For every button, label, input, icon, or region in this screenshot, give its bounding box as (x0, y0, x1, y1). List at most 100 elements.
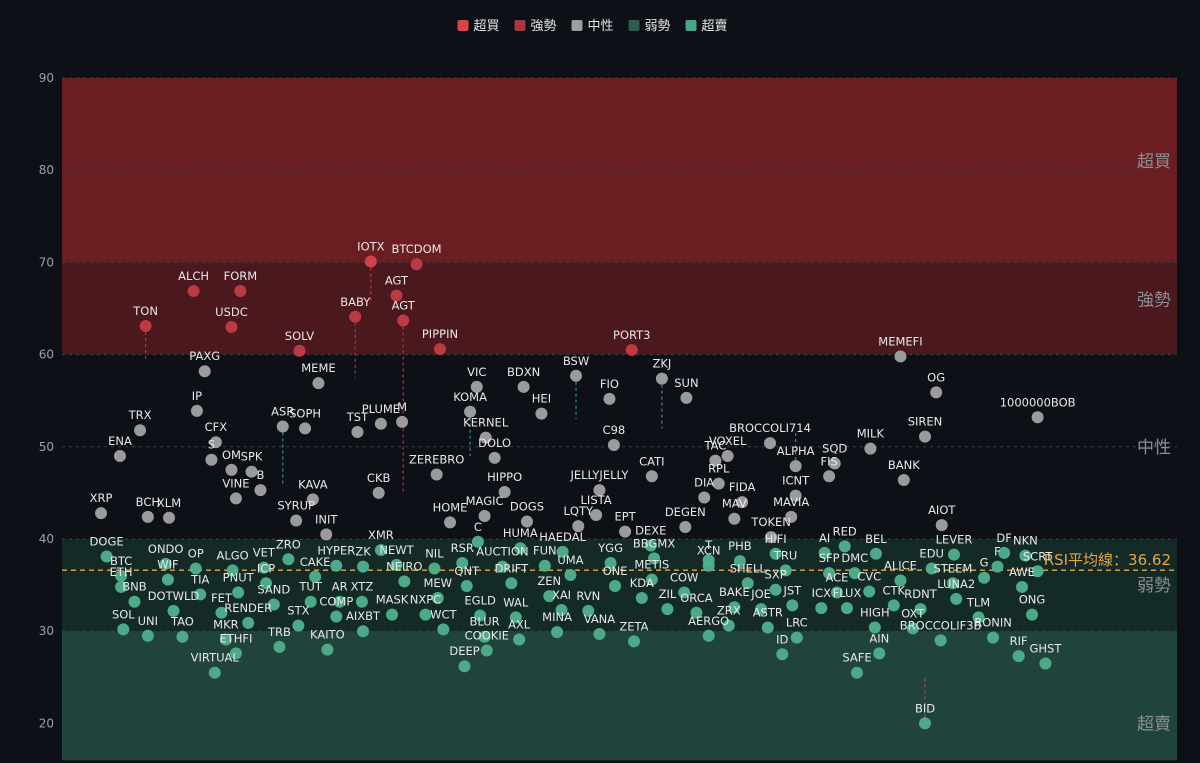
point-label: LISTA (581, 493, 612, 507)
scatter-point (276, 420, 289, 433)
point-label: XAI (552, 588, 571, 602)
scatter-point (100, 550, 113, 563)
point-label: TRU (773, 548, 797, 562)
scatter-point (556, 545, 569, 558)
point-label: C (474, 520, 482, 534)
scatter-point (320, 528, 333, 541)
scatter-point (306, 493, 319, 506)
scatter-point (374, 417, 387, 430)
point-label: T (704, 538, 713, 552)
scatter-point (538, 559, 551, 572)
scatter-point (215, 606, 228, 619)
point-label: MAV (722, 497, 747, 511)
scatter-point (479, 431, 492, 444)
scatter-point (128, 595, 141, 608)
scatter-point (509, 611, 522, 624)
point-label: OG (927, 370, 945, 384)
point-label: FLUX (833, 586, 862, 600)
scatter-point (234, 284, 247, 297)
point-label: LUNA2 (937, 577, 975, 591)
scatter-point (498, 485, 511, 498)
point-label: XRP (90, 491, 113, 505)
point-label: BROCCOLI714 (729, 421, 811, 435)
point-label: DEGEN (665, 505, 706, 519)
scatter-point (755, 603, 768, 616)
point-label: TON (132, 304, 158, 318)
scatter-point (627, 635, 640, 648)
point-label: ACE (825, 570, 848, 584)
scatter-point (761, 621, 774, 634)
scatter-point (433, 343, 446, 356)
scatter-point (292, 619, 305, 632)
point-label: CATI (639, 454, 664, 468)
point-label: ZK (355, 545, 371, 559)
point-label: DOTWLD (148, 589, 200, 603)
scatter-point (209, 436, 222, 449)
point-label: DOGE (90, 535, 124, 549)
scatter-point (372, 486, 385, 499)
scatter-point (478, 509, 491, 522)
point-label: TAC (703, 439, 726, 453)
scatter-points (95, 255, 1052, 730)
scatter-point (702, 559, 715, 572)
point-label: ENA (108, 434, 132, 448)
average-line: RSI平均線：36.62 (62, 551, 1177, 571)
point-label: SHELL (730, 561, 767, 575)
point-label: PORT3 (613, 328, 650, 342)
scatter-point (818, 546, 831, 559)
point-label: RENDER (224, 601, 272, 615)
scatter-point (823, 470, 836, 483)
point-label: ASTR (753, 606, 783, 620)
point-label: NIL (425, 547, 444, 561)
point-label: FET (211, 591, 233, 605)
scatter-point (680, 391, 693, 404)
point-label: AGT (392, 298, 416, 312)
scatter-point (242, 616, 255, 629)
scatter-point (779, 564, 792, 577)
scatter-point (312, 377, 325, 390)
scatter-point (551, 626, 564, 639)
scatter-point (733, 555, 746, 568)
scatter-point (330, 610, 343, 623)
scatter-point (850, 666, 863, 679)
point-label: SIREN (908, 415, 943, 429)
scatter-point (1019, 549, 1032, 562)
scatter-point (496, 560, 509, 573)
point-label: TST (346, 410, 369, 424)
point-label: BAKE (719, 585, 750, 599)
point-label: SUN (674, 376, 698, 390)
scatter-point (333, 595, 346, 608)
point-label: RSR (451, 541, 474, 555)
point-label: YGG (597, 541, 623, 555)
scatter-point (115, 580, 128, 593)
point-label: IP (192, 389, 202, 403)
average-label: RSI平均線：36.62 (1044, 551, 1171, 569)
zone-label-oversold: 超賣 (1137, 714, 1171, 734)
scatter-point (187, 284, 200, 297)
point-label: CVC (857, 570, 881, 584)
point-label: JOE (750, 587, 771, 601)
scatter-point (273, 640, 286, 653)
point-label: SOL (112, 607, 135, 621)
scatter-point (161, 573, 174, 586)
scatter-point (894, 350, 907, 363)
point-label: XTZ (351, 580, 374, 594)
point-label: HIGH (860, 606, 890, 620)
scatter-point (661, 603, 674, 616)
point-label: ZKJ (652, 357, 671, 371)
scatter-point (254, 484, 267, 497)
scatter-point (764, 437, 777, 450)
scatter-point (785, 510, 798, 523)
zone-band-oversold (62, 631, 1177, 761)
scatter-point (698, 491, 711, 504)
y-tick-label: 50 (39, 440, 54, 454)
point-label: JELLYJELLY (569, 468, 629, 482)
y-tick-label: 60 (39, 348, 54, 362)
scatter-point (728, 601, 741, 614)
point-label: AI (819, 531, 830, 545)
point-label: AERGO (688, 614, 729, 628)
point-label: VIRTUAL (191, 651, 240, 665)
point-label: WIF (157, 558, 178, 572)
